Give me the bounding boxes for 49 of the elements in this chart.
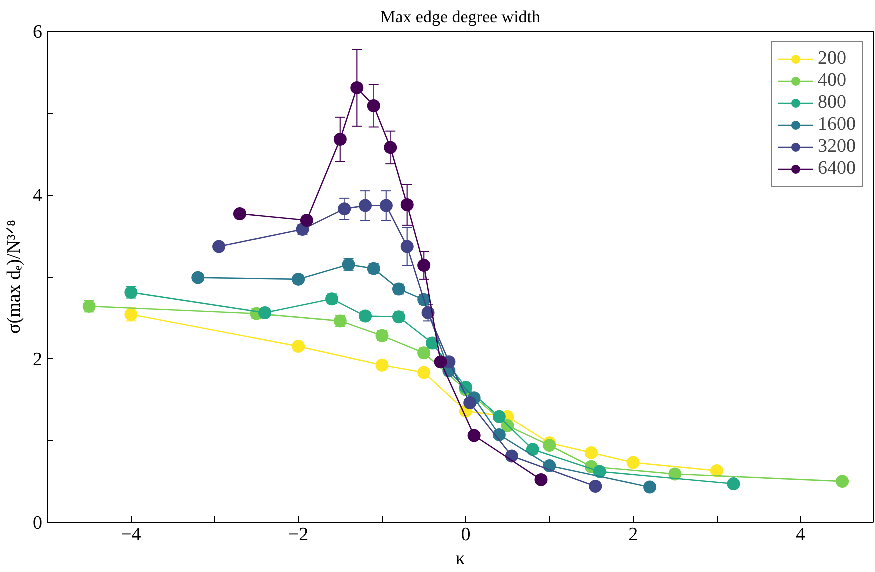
point (384, 141, 398, 154)
x-tick-label: −4 (121, 524, 142, 546)
point (334, 133, 347, 146)
point (359, 310, 372, 323)
point (400, 240, 414, 254)
point (367, 99, 380, 112)
point (338, 202, 352, 216)
point (300, 214, 314, 228)
point (836, 475, 850, 488)
point (644, 480, 657, 494)
point (534, 473, 548, 486)
x-tick-label: −2 (288, 524, 309, 546)
y-tick-label: 6 (33, 22, 42, 43)
point (668, 468, 682, 481)
point (418, 259, 431, 272)
x-tick-label: 0 (461, 524, 471, 546)
point (626, 456, 640, 470)
point (400, 198, 414, 212)
point (212, 240, 226, 254)
y-tick-label: 4 (33, 186, 43, 207)
point (258, 306, 272, 320)
x-tick-label: 4 (796, 524, 806, 546)
point (589, 480, 602, 493)
legend-label: 6400 (818, 158, 856, 180)
point (543, 439, 556, 452)
point (464, 396, 477, 410)
point (727, 478, 740, 491)
legend-label: 1600 (818, 114, 856, 136)
point (584, 446, 598, 460)
point (380, 199, 393, 212)
point (468, 429, 481, 442)
legend-label: 3200 (818, 136, 856, 158)
x-axis-title: κ (456, 548, 466, 570)
chart-title: Max edge degree width (380, 8, 542, 26)
y-axis-title: σ(max dₑ)/N³ᐟ⁸ (4, 220, 25, 334)
legend-label: 200 (818, 48, 846, 70)
point (593, 465, 606, 478)
point (350, 81, 364, 94)
point (418, 366, 431, 380)
legend-label: 400 (818, 70, 846, 92)
point (376, 358, 389, 372)
point (492, 410, 506, 424)
legend-label: 800 (818, 92, 846, 114)
x-tick-label: 2 (628, 524, 638, 546)
point (710, 464, 724, 478)
y-tick-label: 2 (33, 349, 42, 370)
point (434, 356, 448, 369)
point (359, 199, 372, 212)
point (526, 443, 540, 456)
